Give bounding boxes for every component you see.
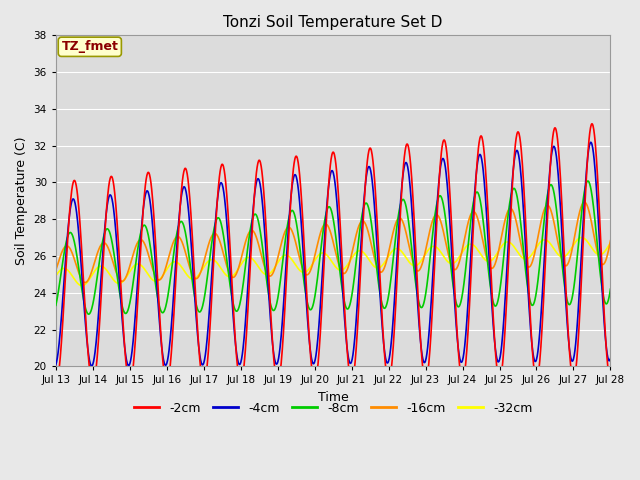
Title: Tonzi Soil Temperature Set D: Tonzi Soil Temperature Set D [223, 15, 443, 30]
Legend: -2cm, -4cm, -8cm, -16cm, -32cm: -2cm, -4cm, -8cm, -16cm, -32cm [129, 396, 538, 420]
Y-axis label: Soil Temperature (C): Soil Temperature (C) [15, 137, 28, 265]
X-axis label: Time: Time [318, 391, 349, 404]
Text: TZ_fmet: TZ_fmet [61, 40, 118, 53]
